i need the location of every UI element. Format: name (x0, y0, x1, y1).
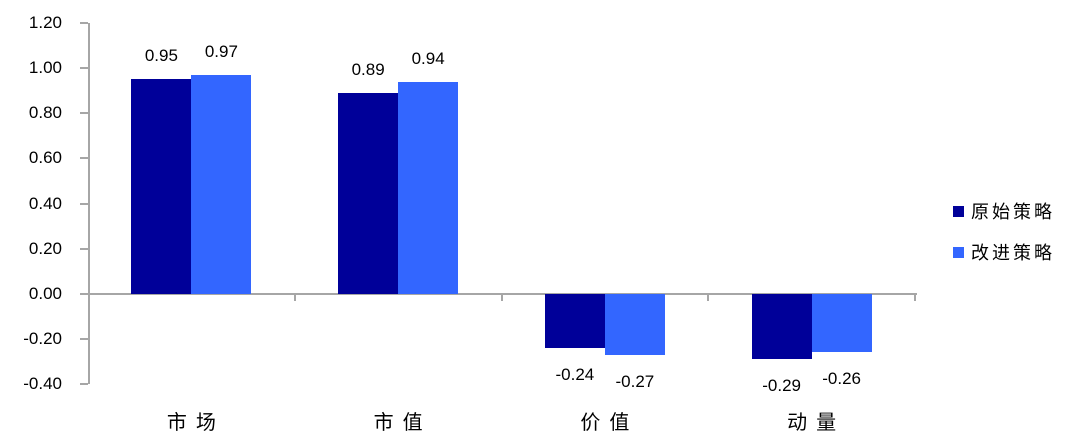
bar-value-label: -0.24 (555, 364, 595, 384)
y-axis-tick (80, 202, 88, 205)
bar-value-label: -0.27 (615, 371, 655, 391)
legend-swatch-icon (953, 246, 964, 258)
bar-value-label: 0.94 (411, 48, 445, 68)
y-axis-tick (80, 247, 88, 250)
x-axis-tick (914, 294, 916, 301)
category-label-市场: 市场 (166, 410, 225, 434)
y-axis-tick (80, 22, 88, 24)
category-label-市值: 市值 (373, 410, 432, 434)
bar-value-label: 0.89 (351, 59, 385, 79)
category-label-价值: 价值 (580, 410, 639, 434)
x-axis-line (88, 292, 917, 295)
y-axis-tick-label: -0.40 (23, 374, 62, 393)
y-axis-tick-label: 0.20 (28, 238, 62, 258)
bar-value-label: -0.26 (822, 369, 861, 389)
x-axis-tick (500, 294, 503, 301)
y-axis-tick (80, 383, 88, 385)
bar-改进策略-价值 (604, 293, 665, 355)
y-axis-tick (80, 157, 88, 160)
y-axis-tick (80, 292, 88, 295)
bar-value-label: 0.95 (144, 46, 178, 66)
bar-原始策略-动量 (751, 293, 812, 360)
bar-改进策略-市值 (398, 81, 459, 294)
y-axis-tick-label: 0.40 (28, 193, 62, 213)
bar-value-label: 0.97 (204, 41, 238, 61)
y-axis-tick-label: 0.80 (28, 103, 62, 123)
bar-原始策略-市值 (338, 92, 399, 294)
y-axis-tick (80, 67, 88, 70)
legend-swatch-icon (953, 205, 964, 217)
y-axis-tick (80, 112, 88, 115)
bar-原始策略-价值 (544, 293, 605, 348)
bar-改进策略-市场 (191, 74, 252, 294)
y-axis-tick-label: 1.00 (28, 58, 62, 78)
bar-原始策略-市场 (131, 79, 192, 294)
legend-label: 原始策略 (971, 202, 1055, 223)
legend-item-原始策略: 原始策略 (953, 198, 1055, 224)
legend-item-改进策略: 改进策略 (953, 239, 1055, 265)
legend: 原始策略 改进策略 (953, 198, 1055, 280)
bar-value-label: -0.29 (762, 376, 801, 396)
y-axis-tick-label: 0.00 (28, 283, 62, 303)
x-axis-tick (293, 294, 296, 301)
category-label-动量: 动量 (787, 410, 846, 434)
y-axis-tick (80, 337, 88, 340)
y-axis-line (88, 23, 90, 384)
x-axis-tick (707, 294, 710, 301)
legend-label: 改进策略 (971, 243, 1055, 264)
y-axis-tick-label: 1.20 (28, 13, 62, 32)
bar-改进策略-动量 (811, 293, 872, 353)
y-axis-tick-label: -0.20 (23, 328, 62, 348)
y-axis-tick-label: 0.60 (28, 148, 62, 168)
